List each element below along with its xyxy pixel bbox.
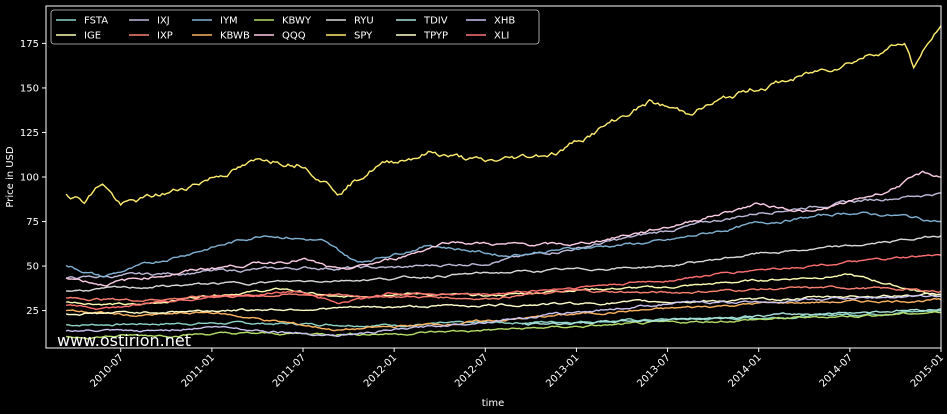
- x-tick-label: 2010-07: [89, 352, 126, 389]
- x-tick-label: 2014-01: [727, 352, 764, 389]
- y-tick-label: 100: [20, 173, 39, 184]
- series-line-fsta: [66, 309, 942, 328]
- series-line-iym: [65, 211, 941, 278]
- y-axis: 25 50 75 100 125 150 175: [20, 39, 46, 317]
- legend-label-iym: IYM: [220, 16, 238, 27]
- legend-label-xli: XLI: [494, 31, 509, 42]
- series-line-ixj: [65, 192, 942, 280]
- y-tick-label: 50: [26, 262, 39, 273]
- legend-label-ixj: IXJ: [157, 16, 170, 27]
- legend-label-spy: SPY: [354, 31, 373, 42]
- legend-label-kbwy: KBWY: [282, 16, 312, 27]
- legend-label-ige: IGE: [84, 31, 101, 42]
- series-line-kbwb: [66, 297, 942, 332]
- series-layer: [65, 25, 942, 340]
- y-tick-label: 125: [20, 128, 39, 139]
- series-line-tdiv: [521, 308, 942, 326]
- legend-label-ixp: IXP: [157, 31, 173, 42]
- legend-label-tdiv: TDIV: [423, 16, 448, 27]
- legend: FSTA IGE IXJ IXP IYM KBWB KBWY QQQ RYU SPY TDIV TPY…: [50, 9, 540, 45]
- y-tick-label: 25: [26, 306, 39, 317]
- legend-label-kbwb: KBWB: [220, 31, 250, 42]
- y-axis-label: Price in USD: [5, 146, 16, 208]
- legend-box: [50, 9, 540, 45]
- series-line-tpyp: [65, 292, 942, 317]
- y-tick-label: 75: [26, 217, 39, 228]
- x-tick-label: 2012-07: [453, 352, 490, 389]
- x-tick-label: 2013-01: [544, 352, 581, 389]
- series-line-spy: [65, 25, 942, 207]
- x-tick-label: 2011-01: [180, 352, 217, 389]
- y-tick-label: 175: [20, 39, 39, 50]
- legend-label-ryu: RYU: [354, 16, 374, 27]
- x-tick-label: 2014-07: [818, 352, 855, 389]
- plot-area-background: [46, 6, 941, 348]
- y-tick-label: 150: [20, 83, 39, 94]
- x-tick-label: 2013-07: [635, 352, 672, 389]
- legend-label-tpyp: TPYP: [423, 31, 448, 42]
- x-tick-label: 2015-01: [909, 352, 946, 389]
- x-axis: 2010-07 2011-01 2011-07 2012-01 2012-07 2013-…: [89, 348, 946, 390]
- x-tick-label: 2012-01: [362, 352, 399, 389]
- series-line-ixp: [65, 285, 942, 303]
- series-line-qqq: [65, 170, 942, 287]
- series-line-xli: [66, 254, 942, 311]
- x-tick-label: 2011-07: [271, 352, 308, 389]
- legend-label-fsta: FSTA: [84, 16, 108, 27]
- legend-label-xhb: XHB: [494, 16, 515, 27]
- series-line-ryu: [66, 235, 942, 292]
- series-line-kbwy: [66, 310, 942, 340]
- series-line-xhb: [65, 294, 942, 338]
- watermark-text: www.ostirion.net: [57, 331, 191, 350]
- legend-label-qqq: QQQ: [282, 31, 306, 42]
- x-axis-label: time: [482, 398, 505, 409]
